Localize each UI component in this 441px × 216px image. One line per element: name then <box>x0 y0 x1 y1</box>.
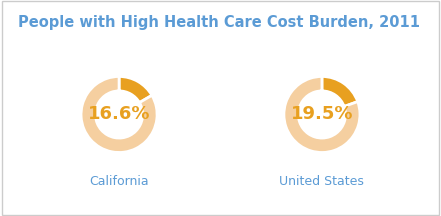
Text: 16.6%: 16.6% <box>88 105 150 124</box>
Text: California: California <box>89 175 149 188</box>
Text: United States: United States <box>280 175 364 188</box>
Wedge shape <box>284 76 360 152</box>
Wedge shape <box>322 76 358 106</box>
Text: People with High Health Care Cost Burden, 2011: People with High Health Care Cost Burden… <box>18 15 420 30</box>
Wedge shape <box>119 76 152 103</box>
Text: 19.5%: 19.5% <box>291 105 353 124</box>
Wedge shape <box>81 76 157 152</box>
